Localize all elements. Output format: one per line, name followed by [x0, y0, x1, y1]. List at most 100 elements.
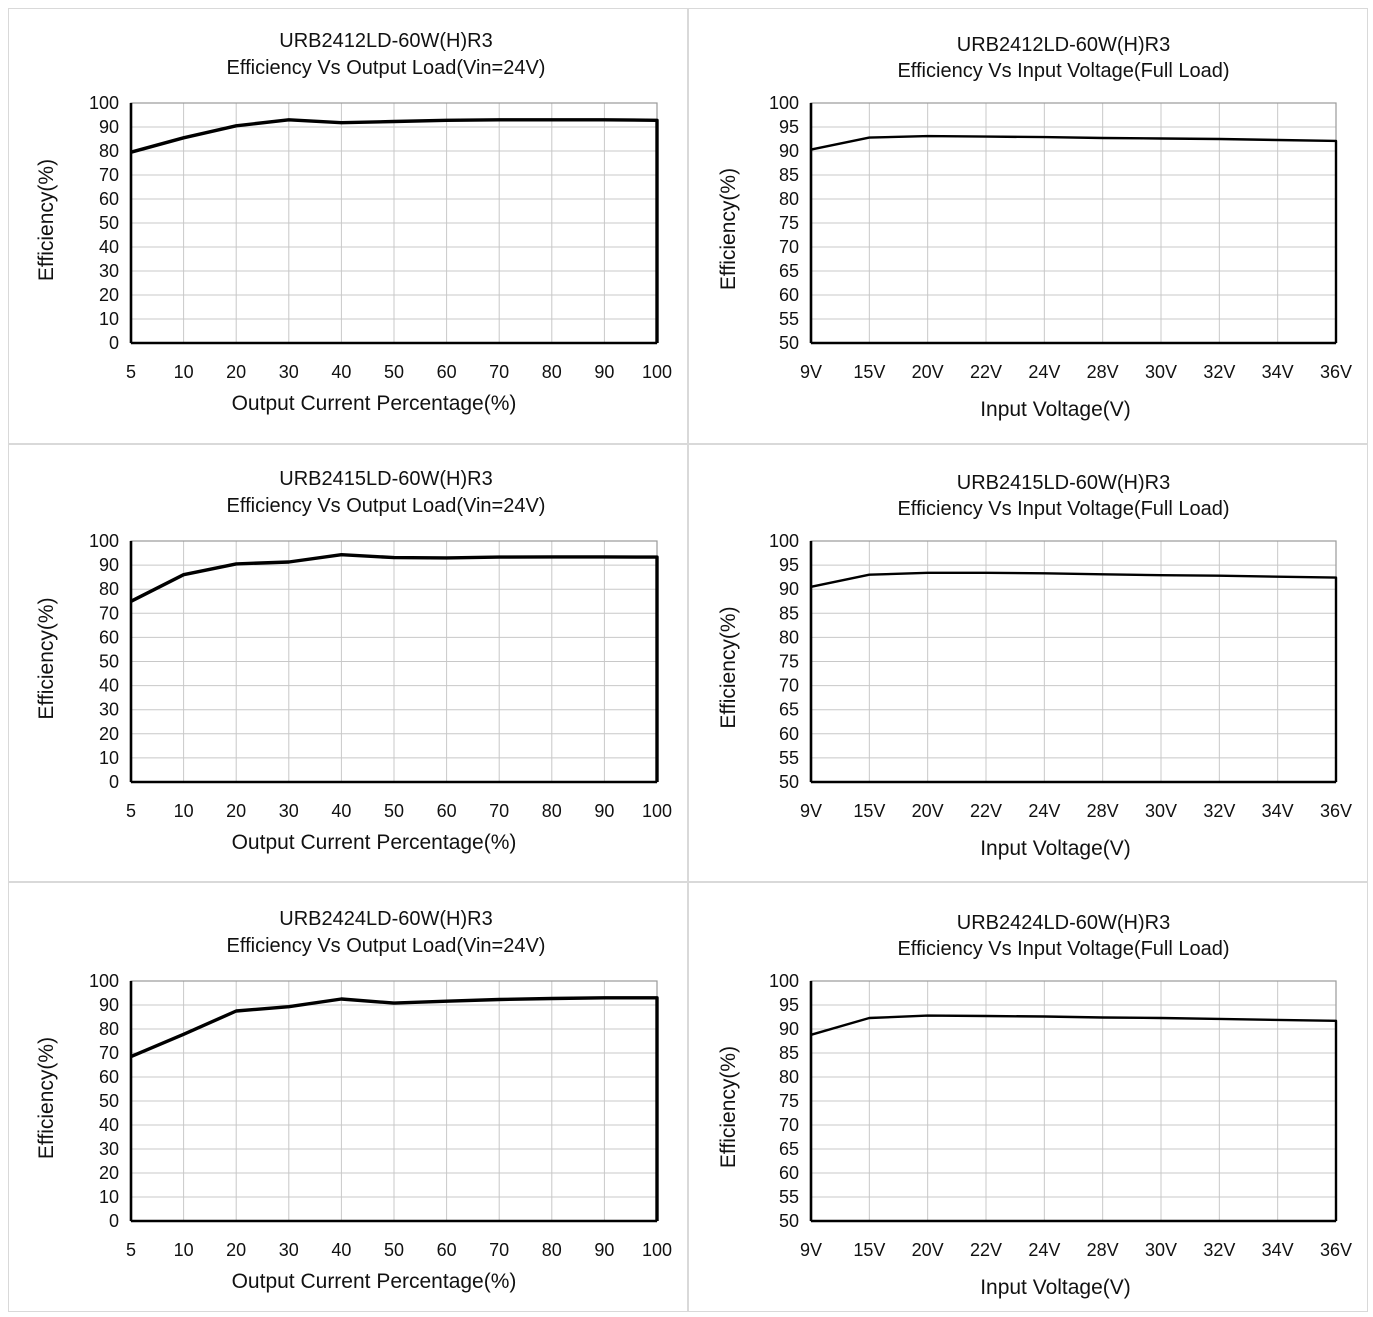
x-tick-label: 5 — [126, 362, 136, 382]
chart-panel-3: URB2415LD-60W(H)R3 Efficiency Vs Output L… — [8, 444, 688, 882]
x-tick-label: 30 — [279, 1240, 299, 1260]
chart-panel-1: URB2412LD-60W(H)R3 Efficiency Vs Output L… — [8, 8, 688, 444]
x-axis-label: Output Current Percentage(%) — [232, 1270, 517, 1293]
x-tick-label: 10 — [174, 801, 194, 821]
y-tick-label: 80 — [779, 627, 799, 647]
y-tick-label: 20 — [99, 285, 119, 305]
y-axis-label: Efficiency(%) — [717, 168, 740, 290]
y-tick-label: 40 — [99, 676, 119, 696]
y-tick-label: 0 — [109, 772, 119, 792]
y-tick-label: 20 — [99, 1163, 119, 1183]
x-tick-label: 30V — [1145, 801, 1177, 821]
x-tick-label: 24V — [1028, 362, 1060, 382]
x-tick-label: 50 — [384, 801, 404, 821]
x-tick-label: 34V — [1262, 362, 1294, 382]
y-tick-label: 20 — [99, 724, 119, 744]
y-tick-label: 50 — [99, 1091, 119, 1111]
y-axis-label: Efficiency(%) — [717, 606, 740, 728]
chart-svg: URB2415LD-60W(H)R3 Efficiency Vs Input Vo… — [717, 472, 1352, 860]
chart-svg: URB2415LD-60W(H)R3 Efficiency Vs Output L… — [35, 468, 672, 854]
x-tick-label: 22V — [970, 1240, 1002, 1260]
x-tick-label: 36V — [1320, 801, 1352, 821]
x-tick-label: 28V — [1087, 1240, 1119, 1260]
y-tick-label: 60 — [99, 1067, 119, 1087]
x-tick-label: 9V — [800, 801, 822, 821]
y-tick-label: 90 — [779, 141, 799, 161]
x-tick-label: 9V — [800, 362, 822, 382]
x-tick-label: 70 — [489, 362, 509, 382]
chart-svg: URB2424LD-60W(H)R3 Efficiency Vs Input Vo… — [717, 912, 1352, 1299]
x-tick-label: 100 — [642, 801, 672, 821]
chart-title: URB2412LD-60W(H)R3 — [957, 34, 1170, 56]
x-tick-label: 30 — [279, 362, 299, 382]
y-tick-label: 75 — [779, 1091, 799, 1111]
x-tick-label: 40 — [331, 1240, 351, 1260]
y-axis-label: Efficiency(%) — [35, 597, 58, 719]
y-tick-label: 90 — [99, 995, 119, 1015]
y-tick-label: 95 — [779, 555, 799, 575]
series-line — [130, 996, 659, 1221]
x-tick-label: 28V — [1087, 362, 1119, 382]
y-tick-label: 70 — [779, 676, 799, 696]
x-tick-label: 70 — [489, 801, 509, 821]
x-tick-label: 60 — [437, 362, 457, 382]
x-tick-label: 5 — [126, 801, 136, 821]
y-tick-label: 80 — [99, 141, 119, 161]
x-tick-label: 36V — [1320, 1240, 1352, 1260]
x-tick-label: 80 — [542, 362, 562, 382]
series-line — [810, 571, 1338, 782]
y-tick-label: 90 — [99, 555, 119, 575]
chart-panel-5: URB2424LD-60W(H)R3 Efficiency Vs Output L… — [8, 882, 688, 1312]
x-axis-label: Input Voltage(V) — [980, 398, 1131, 421]
x-axis-label: Output Current Percentage(%) — [232, 392, 517, 415]
series-line — [130, 553, 659, 782]
y-tick-label: 0 — [109, 1211, 119, 1231]
x-tick-label: 15V — [853, 1240, 885, 1260]
chart-title: URB2415LD-60W(H)R3 — [279, 468, 492, 490]
y-tick-label: 40 — [99, 237, 119, 257]
chart-title: URB2424LD-60W(H)R3 — [957, 912, 1170, 934]
x-axis-label: Input Voltage(V) — [980, 1276, 1131, 1299]
x-tick-label: 20V — [912, 1240, 944, 1260]
y-tick-label: 40 — [99, 1115, 119, 1135]
y-tick-label: 60 — [99, 627, 119, 647]
chart-subtitle: Efficiency Vs Output Load(Vin=24V) — [227, 935, 546, 957]
x-tick-label: 100 — [642, 1240, 672, 1260]
x-tick-label: 34V — [1262, 801, 1294, 821]
x-tick-label: 36V — [1320, 362, 1352, 382]
x-tick-label: 80 — [542, 1240, 562, 1260]
y-tick-label: 10 — [99, 748, 119, 768]
x-tick-label: 40 — [331, 801, 351, 821]
y-tick-label: 70 — [779, 237, 799, 257]
y-tick-label: 80 — [779, 189, 799, 209]
x-tick-label: 20 — [226, 801, 246, 821]
x-tick-label: 90 — [594, 801, 614, 821]
chart-title: URB2424LD-60W(H)R3 — [279, 908, 492, 930]
chart-svg: URB2412LD-60W(H)R3 Efficiency Vs Input Vo… — [717, 34, 1352, 421]
y-tick-label: 90 — [99, 117, 119, 137]
x-tick-label: 32V — [1203, 362, 1235, 382]
chart-svg: URB2412LD-60W(H)R3 Efficiency Vs Output L… — [35, 30, 672, 415]
x-tick-label: 70 — [489, 1240, 509, 1260]
y-tick-label: 30 — [99, 1139, 119, 1159]
x-tick-label: 20 — [226, 1240, 246, 1260]
x-tick-label: 28V — [1087, 801, 1119, 821]
y-axis-label: Efficiency(%) — [35, 159, 58, 281]
series-line — [810, 134, 1338, 343]
y-tick-label: 60 — [779, 285, 799, 305]
y-tick-label: 100 — [769, 971, 799, 991]
chart-title: URB2412LD-60W(H)R3 — [279, 30, 492, 52]
y-tick-label: 85 — [779, 1043, 799, 1063]
y-tick-label: 100 — [89, 971, 119, 991]
x-tick-label: 60 — [437, 801, 457, 821]
chart-subtitle: Efficiency Vs Input Voltage(Full Load) — [897, 938, 1229, 960]
series-line — [810, 1014, 1338, 1221]
x-tick-label: 24V — [1028, 801, 1060, 821]
x-tick-label: 20V — [912, 801, 944, 821]
chart-svg: URB2424LD-60W(H)R3 Efficiency Vs Output L… — [35, 908, 672, 1293]
y-tick-label: 75 — [779, 213, 799, 233]
y-tick-label: 65 — [779, 1139, 799, 1159]
x-tick-label: 22V — [970, 362, 1002, 382]
x-tick-label: 32V — [1203, 801, 1235, 821]
